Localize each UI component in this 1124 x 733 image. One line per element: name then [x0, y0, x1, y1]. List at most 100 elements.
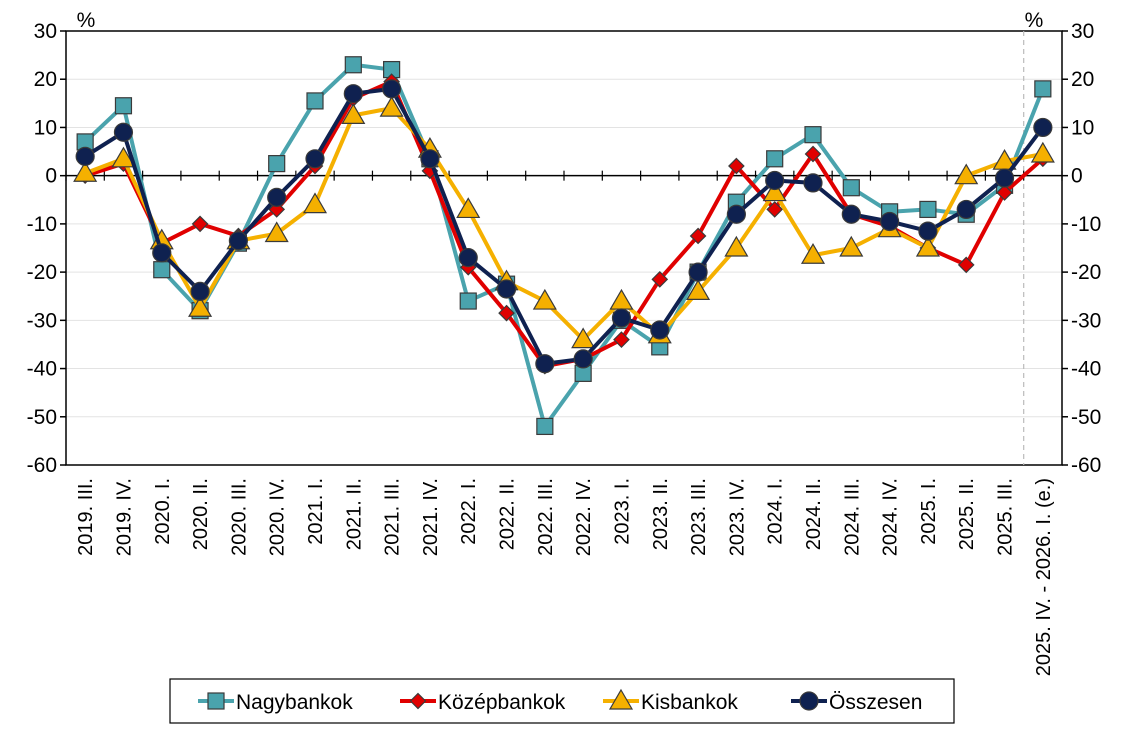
data-point-triangle	[724, 235, 749, 257]
y-axis-left: -60 -50 -40 -30 -20 -10 0 10 20 30	[27, 20, 66, 477]
data-point-square	[459, 292, 477, 310]
data-point-circle	[799, 691, 819, 711]
y-tick-label-left: 20	[34, 68, 57, 91]
data-point-circle	[841, 204, 861, 224]
data-point-circle	[880, 211, 900, 232]
x-tick-label: 2019. IV.	[113, 478, 135, 556]
legend-label: Összesen	[829, 691, 922, 714]
data-point-triangle	[379, 95, 404, 117]
data-point-triangle	[686, 279, 711, 300]
series-layer	[73, 56, 1055, 436]
data-point-triangle	[532, 288, 557, 310]
data-point-triangle	[839, 235, 864, 257]
series-nagybankok	[76, 56, 1052, 436]
data-point-diamond	[498, 304, 515, 322]
legend-label: Nagybankok	[236, 691, 353, 714]
data-point-triangle	[762, 180, 787, 202]
x-tick-label: 2022. II.	[497, 478, 519, 550]
data-point-circle	[688, 262, 708, 282]
data-point-square	[919, 200, 937, 219]
y-tick-label-left: -40	[27, 358, 57, 381]
data-point-circle	[420, 149, 440, 169]
x-tick-label: 2025. III.	[995, 478, 1017, 556]
x-axis: 2019. III. 2019. IV. 2020. I. 2020. II. 2020…	[65, 170, 1063, 676]
data-point-circle	[956, 199, 976, 220]
x-tick-label: 2020. II.	[190, 478, 212, 550]
data-point-circle	[994, 168, 1015, 188]
x-tick-label: 2021. III.	[382, 478, 404, 556]
legend-label: Középbankok	[438, 691, 566, 714]
y-tick-label-right: 20	[1071, 68, 1094, 91]
legend: Nagybankok Középbankok Kisbankok Összesen	[169, 678, 955, 724]
x-tick-label: 2025. I.	[918, 478, 940, 545]
data-point-square	[268, 155, 286, 173]
data-point-diamond	[766, 201, 784, 218]
x-tick-label: 2023. IV.	[726, 478, 748, 556]
x-tick-label: 2022. III.	[535, 478, 557, 556]
y-tick-label-left: 0	[45, 165, 57, 188]
x-tick-label: 2023. III.	[688, 478, 710, 556]
legend-item: Kisbankok	[603, 688, 738, 714]
x-tick-label: 2022. IV.	[573, 478, 595, 556]
y-tick-label-right: -60	[1071, 454, 1101, 477]
data-point-diamond	[613, 331, 630, 348]
series-összesen	[75, 79, 1053, 374]
data-point-triangle	[73, 161, 98, 182]
data-point-square	[344, 56, 362, 74]
y-tick-label-left: -10	[27, 213, 57, 236]
y-tick-label-left: -50	[27, 406, 57, 429]
data-point-circle	[305, 149, 325, 169]
data-point-triangle	[341, 103, 366, 124]
legend-item: Nagybankok	[198, 691, 353, 714]
data-point-square	[306, 92, 324, 110]
data-point-circle	[765, 170, 785, 191]
data-point-triangle	[111, 146, 136, 168]
legend-label: Kisbankok	[641, 691, 738, 714]
data-point-circle	[267, 187, 287, 207]
data-point-triangle	[188, 296, 213, 317]
data-point-diamond	[996, 184, 1013, 201]
y-tick-label-right: 0	[1071, 165, 1083, 188]
data-point-square	[207, 692, 225, 710]
x-tick-label: 2023. II.	[650, 478, 672, 550]
x-tick-label: 2020. III.	[228, 478, 250, 556]
data-point-circle	[75, 146, 95, 166]
x-tick-label: 2024. IV.	[880, 478, 902, 556]
x-tick-label: 2022. I.	[458, 478, 480, 545]
data-point-circle	[228, 231, 248, 251]
data-point-circle	[611, 308, 632, 328]
x-tick-label: 2024. II.	[803, 478, 825, 550]
data-point-circle	[650, 320, 670, 340]
plot-area-frame	[65, 30, 1063, 466]
x-tick-label: 2025. IV. - 2026. I. (e.)	[1033, 478, 1055, 676]
y-tick-label-right: -20	[1071, 261, 1101, 284]
data-point-circle	[190, 281, 210, 301]
data-point-diamond	[651, 270, 669, 288]
y-tick-label-left: -60	[27, 454, 57, 477]
data-point-triangle	[800, 243, 826, 264]
data-point-triangle	[954, 163, 979, 185]
data-point-triangle	[609, 288, 634, 310]
data-point-circle	[918, 221, 938, 241]
y-tick-label-right: -50	[1071, 406, 1101, 429]
data-point-triangle	[608, 688, 634, 710]
data-point-circle	[726, 204, 746, 224]
y-tick-label-right: 10	[1071, 116, 1094, 139]
y-tick-label-right: -40	[1071, 358, 1101, 381]
data-point-diamond	[957, 256, 975, 274]
data-point-triangle	[571, 327, 596, 349]
y-tick-label-left: -30	[27, 309, 57, 332]
data-point-circle	[458, 248, 478, 268]
data-point-circle	[152, 243, 172, 263]
data-point-square	[153, 261, 171, 279]
data-point-triangle	[456, 197, 481, 219]
y-tick-label-right: -10	[1071, 213, 1101, 236]
x-tick-label: 2021. IV.	[420, 478, 442, 556]
data-point-square	[842, 179, 860, 197]
data-point-square	[804, 126, 822, 144]
x-tick-label: 2023. I.	[611, 478, 633, 545]
data-point-circle	[803, 173, 823, 193]
data-point-diamond	[409, 692, 427, 710]
data-point-circle	[343, 84, 363, 104]
legend-item: Összesen	[791, 691, 922, 714]
